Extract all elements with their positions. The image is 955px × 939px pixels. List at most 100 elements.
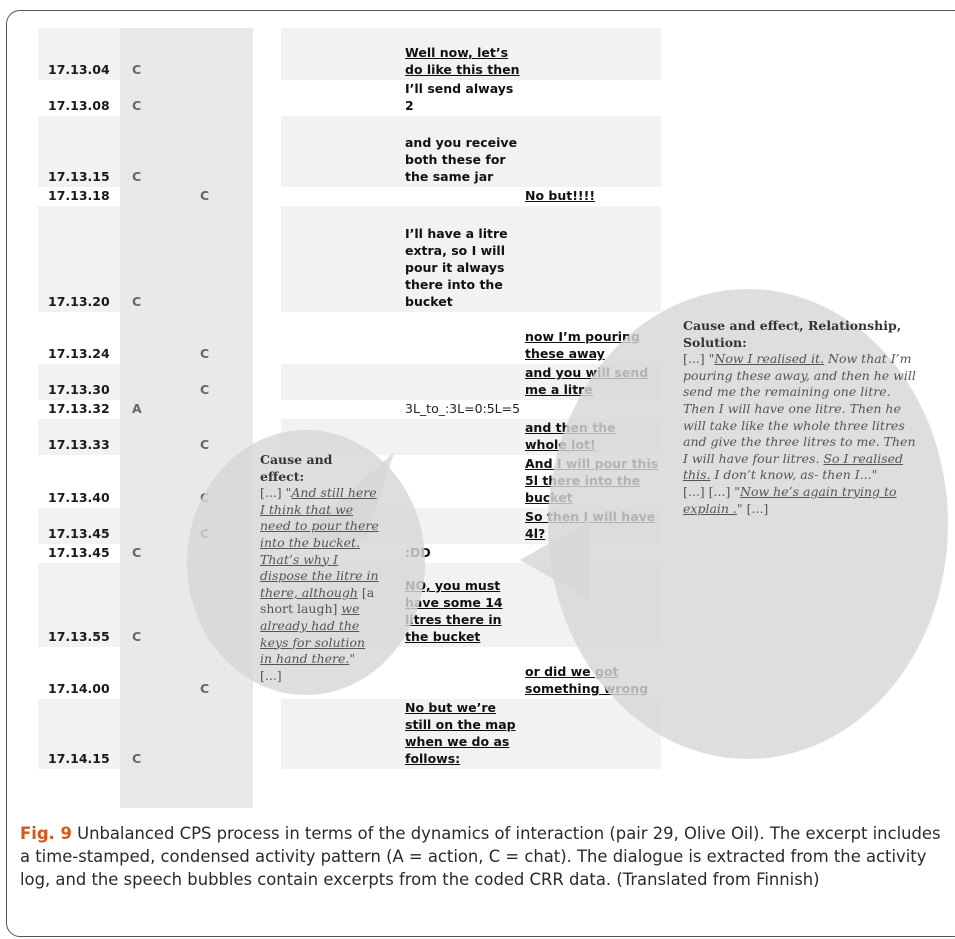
log-time-text: 17.13.33 xyxy=(48,437,110,452)
log-col-2-text: NO, you must have some 14 litres there i… xyxy=(405,578,503,644)
figure-caption: Fig. 9 Unbalanced CPS process in terms o… xyxy=(20,822,948,891)
log-actor-b: C xyxy=(199,187,281,206)
log-col-2 xyxy=(405,647,525,699)
log-actor-b xyxy=(199,116,281,187)
log-time-text: 17.13.18 xyxy=(48,188,110,203)
bubble-right-open-2: [...] [...] " xyxy=(683,483,741,499)
log-row: 17.13.20 C I’ll have a litre extra, so I w… xyxy=(38,206,661,312)
speech-bubble-right xyxy=(548,289,948,759)
log-col-1 xyxy=(281,28,405,80)
log-col-2: and you receive both these for the same … xyxy=(405,116,525,187)
log-actor-a: C xyxy=(130,544,199,563)
log-actor-a-text: C xyxy=(132,545,142,560)
bubble-right-ul-2: So I realised this. xyxy=(683,450,904,483)
log-actor-a xyxy=(130,455,199,508)
log-col-1 xyxy=(281,364,405,400)
log-actor-a: C xyxy=(130,80,199,116)
log-time-text: 17.14.15 xyxy=(48,751,110,766)
log-col-3: No but!!!! xyxy=(525,187,661,206)
bubble-left-quote-part1: And still here I think that we need to p… xyxy=(260,485,379,600)
log-time-text: 17.13.45 xyxy=(48,526,110,541)
log-col-2-text: and you receive both these for the same … xyxy=(405,135,518,184)
log-actor-b-text: C xyxy=(200,188,210,203)
log-time: 17.13.15 xyxy=(38,116,130,187)
bubble-right-open: [...] " xyxy=(683,351,715,367)
log-row: 17.13.04 C Well now, let’s do like this th… xyxy=(38,28,661,80)
log-col-2 xyxy=(405,312,525,364)
log-actor-b-text: C xyxy=(200,437,210,452)
log-time-text: 17.13.40 xyxy=(48,490,110,505)
log-actor-a-text: C xyxy=(132,629,142,644)
log-time: 17.14.00 xyxy=(38,647,130,699)
log-actor-b xyxy=(199,28,281,80)
log-time-text: 17.14.00 xyxy=(48,681,110,696)
log-time-text: 17.13.45 xyxy=(48,545,110,560)
log-col-1 xyxy=(281,116,405,187)
log-col-3 xyxy=(525,206,661,312)
log-actor-a: C xyxy=(130,206,199,312)
log-row: 17.13.32 A 3L_to_:3L=0:5L=5 xyxy=(38,400,661,419)
log-col-3 xyxy=(525,28,661,80)
bubble-left-close: " [...] xyxy=(260,651,356,683)
log-time-text: 17.13.32 xyxy=(48,401,110,416)
log-col-2: No but we’re still on the map when we do… xyxy=(405,699,525,769)
log-col-3: now I’m pouring these away xyxy=(525,312,661,364)
bubble-left-heading: Cause and effect: xyxy=(260,452,333,484)
bubble-right-close: " [...] xyxy=(736,500,769,516)
log-time: 17.13.20 xyxy=(38,206,130,312)
log-actor-a-text: C xyxy=(132,98,142,113)
log-time: 17.13.33 xyxy=(38,419,130,455)
log-col-3 xyxy=(525,80,661,116)
log-row: 17.13.18 C No but!!!! xyxy=(38,187,661,206)
bubble-left-aside: [a short laugh] xyxy=(260,584,375,617)
log-time-text: 17.13.20 xyxy=(48,294,110,309)
log-time: 17.13.40 xyxy=(38,455,130,508)
log-actor-a xyxy=(130,312,199,364)
log-actor-b-text: C xyxy=(200,382,210,397)
log-col-2 xyxy=(405,508,525,544)
bubble-right-text: Cause and effect, Relationship, Solution… xyxy=(683,318,923,517)
log-actor-b-text: C xyxy=(200,346,210,361)
log-actor-a xyxy=(130,364,199,400)
bubble-right-body: Now that I’m pouring these away, and the… xyxy=(683,351,916,466)
log-time: 17.13.55 xyxy=(38,563,130,647)
log-col-1 xyxy=(281,206,405,312)
log-actor-a xyxy=(130,647,199,699)
figure-label: Fig. 9 xyxy=(20,824,72,843)
log-col-2-text: 3L_to_:3L=0:5L=5 xyxy=(405,401,521,416)
log-actor-b: C xyxy=(199,419,281,455)
log-actor-a: C xyxy=(130,116,199,187)
figure-frame xyxy=(6,10,955,937)
log-actor-a: C xyxy=(130,563,199,647)
bubble-left-quote: [...] "And still here I think that we ne… xyxy=(260,485,380,684)
bubble-right-ul-1: Now I realised it. xyxy=(714,351,825,367)
figure-caption-text: Unbalanced CPS process in terms of the d… xyxy=(20,824,941,889)
bubble-left-quote-part2: we already had the keys for solution in … xyxy=(260,601,366,667)
log-actor-b xyxy=(199,206,281,312)
log-actor-b xyxy=(199,699,281,769)
bubble-right-quote-2: [...] [...] "Now he’s again trying to ex… xyxy=(683,484,923,517)
log-col-2-text: No but we’re still on the map when we do… xyxy=(405,700,516,766)
log-col-2: NO, you must have some 14 litres there i… xyxy=(405,563,525,647)
log-time-text: 17.13.08 xyxy=(48,98,110,113)
log-col-1 xyxy=(281,699,405,769)
log-time: 17.13.24 xyxy=(38,312,130,364)
bubble-right-ul-3: Now he’s again trying to explain . xyxy=(683,483,897,516)
log-col-3 xyxy=(525,116,661,187)
log-time: 17.14.15 xyxy=(38,699,130,769)
log-actor-b: C xyxy=(199,364,281,400)
log-col-3-text: now I’m pouring these away xyxy=(525,329,640,361)
speech-bubble-right-tail xyxy=(520,520,590,600)
log-actor-a-text: C xyxy=(132,294,142,309)
log-actor-b-text: C xyxy=(200,681,210,696)
log-actor-a xyxy=(130,187,199,206)
log-time-text: 17.13.30 xyxy=(48,382,110,397)
log-time-text: 17.13.55 xyxy=(48,629,110,644)
log-actor-a xyxy=(130,419,199,455)
log-actor-b xyxy=(199,400,281,419)
log-col-1 xyxy=(281,187,405,206)
log-time: 17.13.08 xyxy=(38,80,130,116)
log-col-2-text: I’ll have a litre extra, so I will pour … xyxy=(405,226,508,309)
